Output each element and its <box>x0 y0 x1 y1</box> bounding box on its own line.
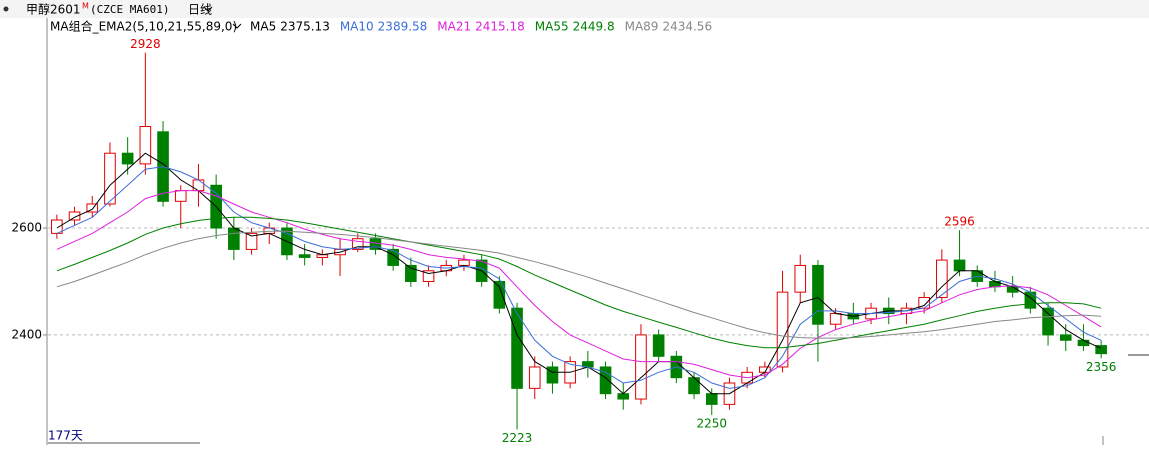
y-tick-label: 2600 <box>11 221 42 235</box>
y-tick-label: 2400 <box>11 327 42 341</box>
candle-body <box>86 203 99 213</box>
high-label: 2928 <box>130 37 161 51</box>
legend-value: 2449.8 <box>573 20 615 34</box>
candle-body <box>546 366 559 384</box>
candle-body <box>104 152 116 205</box>
candle-body <box>705 393 718 405</box>
candle-body <box>405 264 417 282</box>
ma-line <box>56 166 1102 389</box>
legend-name: MA5 <box>250 20 276 34</box>
low-label: 2223 <box>502 431 533 445</box>
code: (CZCE MA601) <box>90 3 169 16</box>
legend-value: 2389.58 <box>378 20 428 34</box>
candle-body <box>617 393 630 400</box>
badge: M <box>82 2 89 11</box>
candle-body <box>829 313 842 325</box>
period[interactable]: 日线 <box>188 3 212 17</box>
low-label: 2356 <box>1086 360 1117 374</box>
ma-line <box>56 216 1102 349</box>
candle-body <box>422 270 435 282</box>
bullet <box>3 6 9 12</box>
candle-body <box>1042 307 1054 336</box>
candle-body <box>68 211 81 221</box>
legend-name: MA21 <box>437 20 471 34</box>
ma-line <box>56 190 1102 379</box>
candle-body <box>51 219 63 234</box>
candle-body <box>174 190 187 202</box>
candle-body <box>794 264 807 293</box>
legend-value: 2375.13 <box>280 20 330 34</box>
candle-body <box>245 232 258 250</box>
candle-body <box>139 125 152 165</box>
candle-body <box>635 334 647 400</box>
title-bar <box>0 0 1149 18</box>
candle-body <box>228 227 240 250</box>
symbol: 甲醇2601 <box>26 2 81 17</box>
days-label: 177天 <box>48 429 83 443</box>
candle-body <box>387 248 399 266</box>
ma-line <box>56 152 1102 395</box>
high-label: 2596 <box>944 215 975 229</box>
candle-body <box>298 254 311 258</box>
candle-body <box>652 334 665 357</box>
legend-value: 2415.18 <box>475 20 525 34</box>
legend-name: MA89 <box>625 20 659 34</box>
candle-body <box>953 259 966 272</box>
candle-body <box>688 377 700 395</box>
candle-body <box>528 366 541 389</box>
period-dropdown[interactable] <box>203 6 213 12</box>
indicator[interactable]: MA组合_EMA2(5,10,21,55,89,0) <box>50 19 237 34</box>
legend-name: MA55 <box>535 20 569 34</box>
candle-body <box>493 280 506 309</box>
candle-body <box>351 238 364 250</box>
candle-body <box>1077 339 1090 347</box>
candle-body <box>599 366 612 395</box>
candle-body <box>812 264 824 325</box>
candle-body <box>458 259 470 266</box>
candle-body <box>121 152 134 165</box>
candle-body <box>1059 334 1072 341</box>
candle-body <box>1095 345 1107 355</box>
candle-body <box>511 307 523 389</box>
candle-body <box>936 259 948 299</box>
low-label: 2250 <box>696 417 727 431</box>
candle-body <box>192 179 205 192</box>
legend-name: MA10 <box>340 20 374 34</box>
indicator-dropdown[interactable] <box>232 23 242 29</box>
legend-value: 2434.56 <box>662 20 712 34</box>
ma-line <box>56 230 1102 339</box>
